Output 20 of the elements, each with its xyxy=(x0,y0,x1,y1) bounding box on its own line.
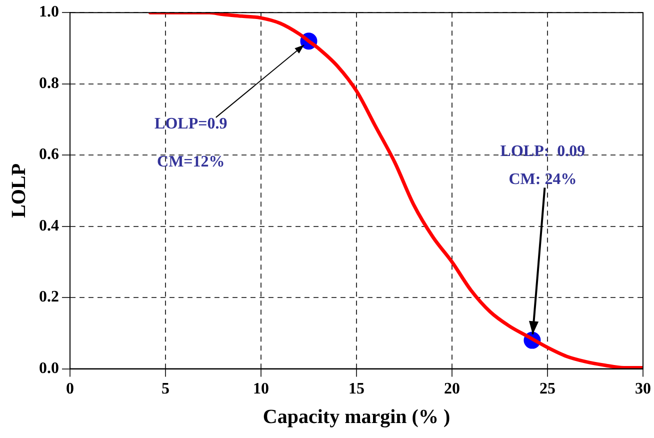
x-tick-label: 0 xyxy=(66,380,74,398)
y-tick-label: 0.4 xyxy=(39,217,59,234)
y-tick-label: 0.0 xyxy=(39,360,59,377)
x-tick-label: 15 xyxy=(348,380,364,398)
y-tick-label: 0.2 xyxy=(39,288,59,306)
x-tick-label: 30 xyxy=(635,380,651,398)
x-tick-label: 5 xyxy=(162,380,170,398)
y-tick-label: 1.0 xyxy=(39,4,59,21)
x-tick-label: 20 xyxy=(444,380,460,398)
annotation: LOLP=0.9 xyxy=(154,116,228,133)
x-tick-label: 25 xyxy=(540,380,556,398)
x-tick-label: 10 xyxy=(253,380,269,398)
y-tick-label: 0.8 xyxy=(39,74,59,92)
annotation: CM=12% xyxy=(157,153,225,170)
y-tick-label: 0.6 xyxy=(39,146,59,164)
annotation: CM: 24% xyxy=(508,170,577,188)
line-series xyxy=(148,12,643,369)
y-axis-title: LOLP xyxy=(8,163,30,218)
annotation: LOLP: 0.09 xyxy=(500,143,586,160)
x-axis-title: Capacity margin (% ) xyxy=(262,406,450,428)
